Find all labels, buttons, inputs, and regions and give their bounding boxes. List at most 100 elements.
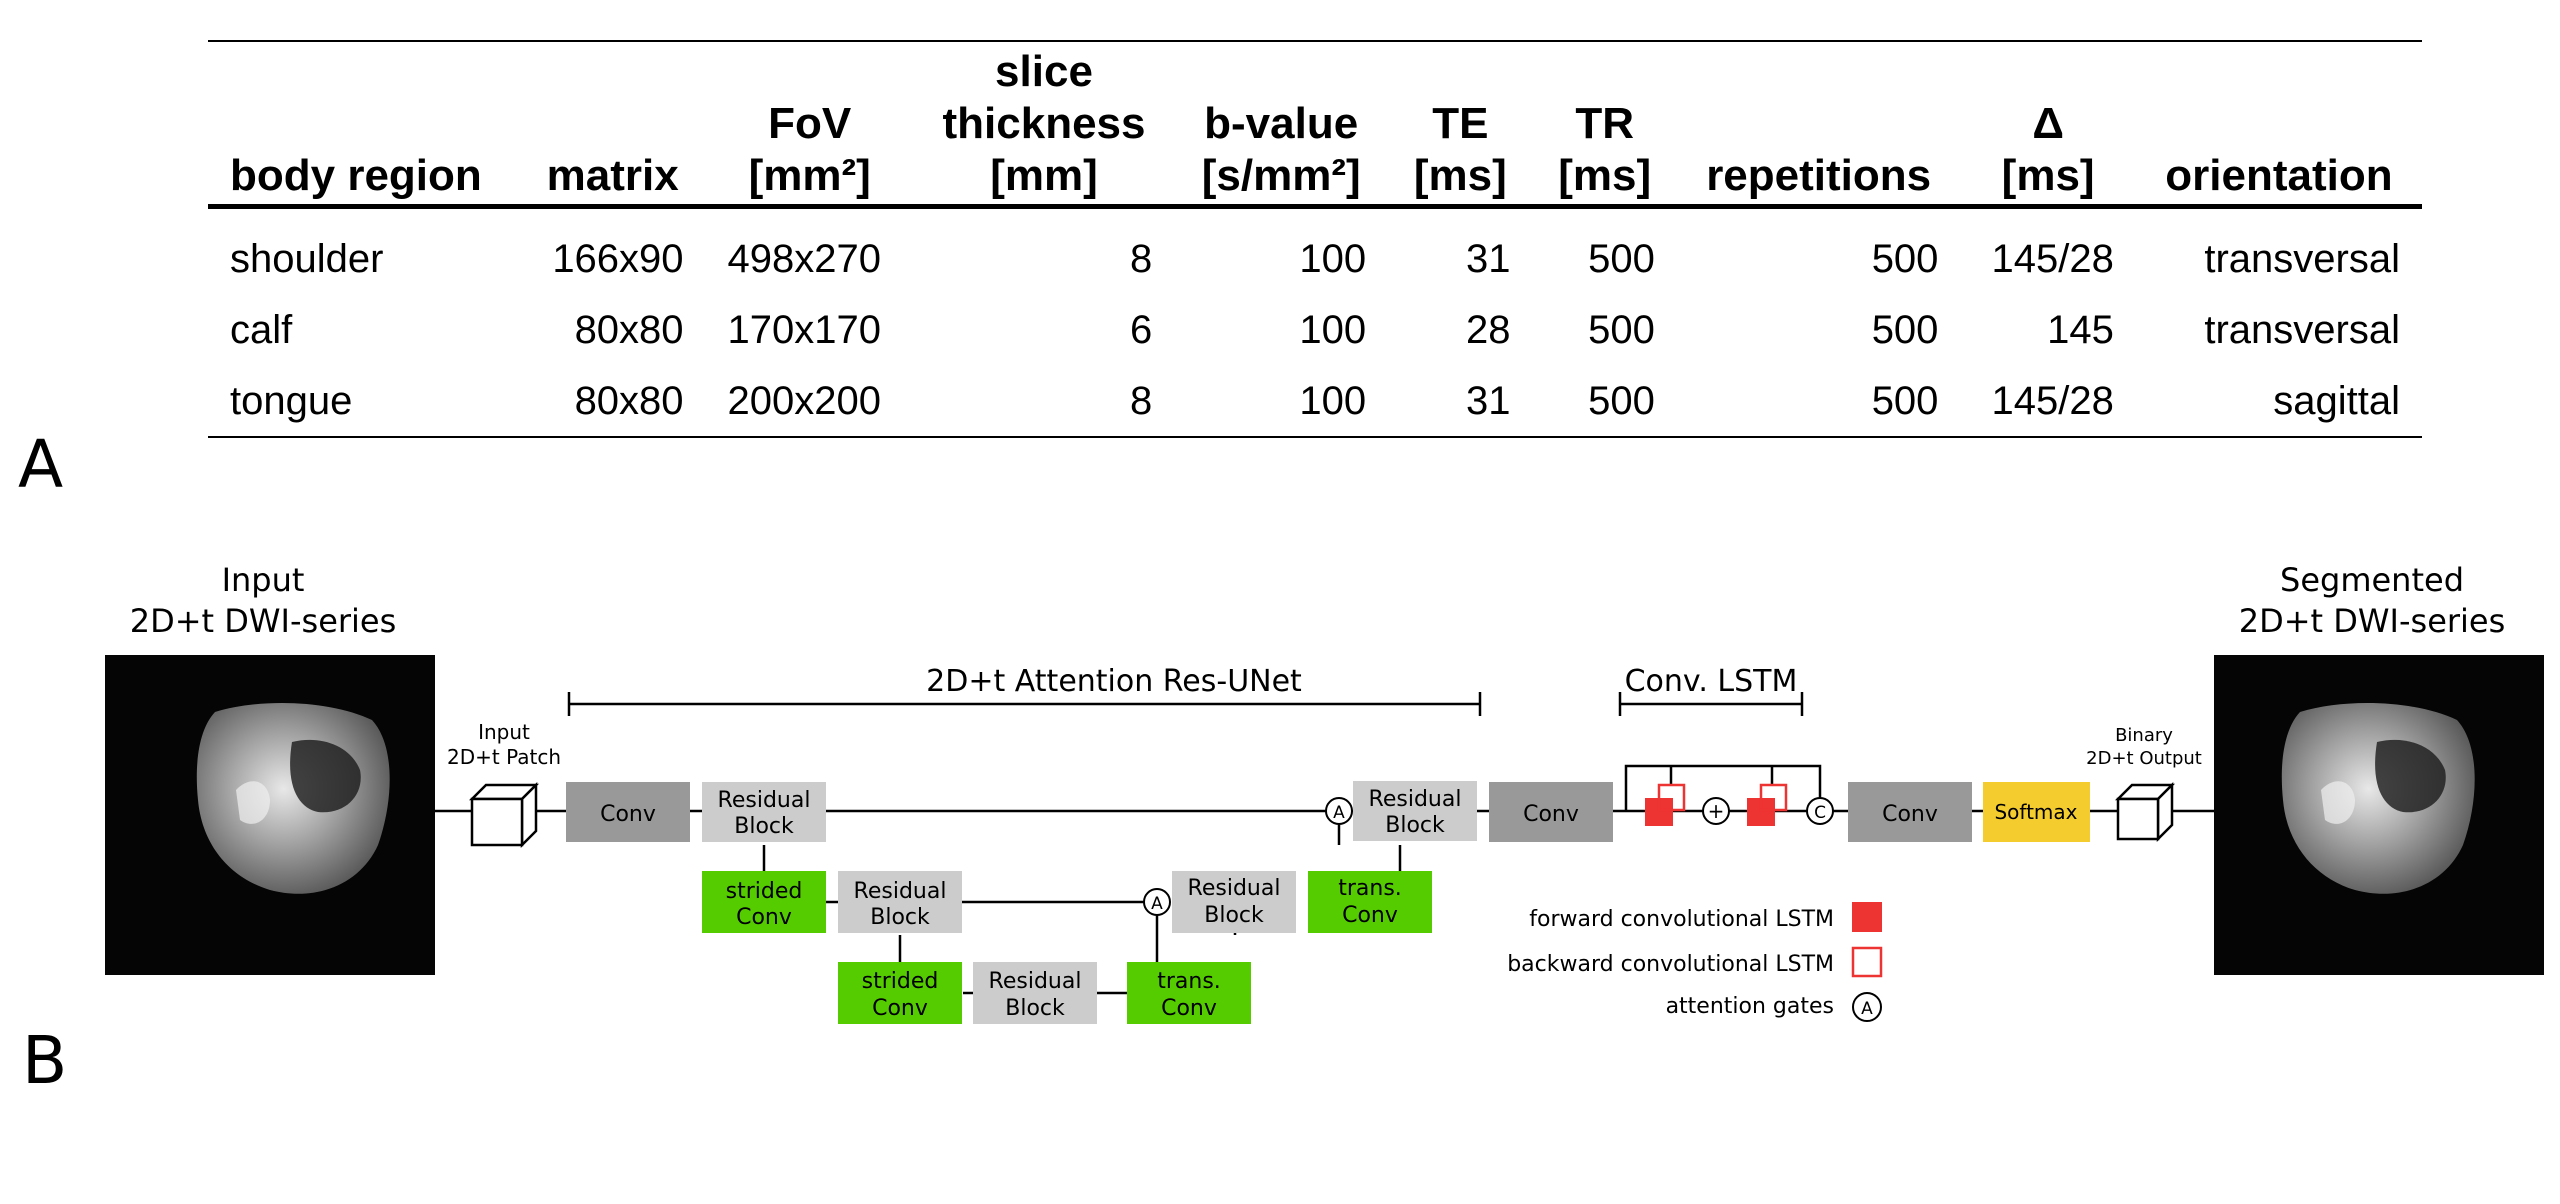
strided-conv-label-line1: strided [862, 969, 939, 994]
legend-attention-icon [1852, 992, 1882, 1022]
cell-matrix: 80x80 [519, 365, 706, 438]
cell-repetitions: 500 [1871, 307, 1939, 352]
cell-b-value: 100 [1299, 236, 1367, 281]
input-title-line2: 2D+t DWI-series [130, 602, 397, 640]
residual-block-label-line1: Residual [1188, 876, 1281, 901]
residual-block-label-line1: Residual [989, 969, 1082, 994]
attention-gate-symbol: A [1151, 894, 1163, 914]
conv-block [1489, 782, 1613, 842]
residual-block-label-line1: Residual [854, 879, 947, 904]
attention-gate: A [1143, 888, 1171, 916]
backward-lstm-cell [1657, 783, 1686, 812]
table-row: shoulder 166x90 498x270 8 100 31 500 500… [208, 207, 2422, 295]
panel-label-b: B [22, 1022, 68, 1099]
conv-block [566, 782, 690, 842]
conv-block-label: Conv [600, 802, 656, 827]
strided-conv-label-line2: Conv [736, 905, 792, 930]
input-mri-image [105, 655, 435, 975]
header-body-region: body region [208, 40, 520, 209]
legend: forward convolutional LSTM backward conv… [1507, 902, 1883, 1022]
table-header-row: body region matrix FoV [mm²] slice thickne… [208, 40, 2422, 209]
strided-conv-block [838, 962, 962, 1024]
attention-gate: A [1325, 797, 1353, 825]
cell-fov: 200x200 [705, 365, 914, 438]
panel-label-a: A [18, 426, 64, 503]
addition-symbol: + [1708, 799, 1725, 823]
cell-slice-thickness: 6 [1129, 307, 1153, 352]
residual-block [838, 871, 962, 933]
cell-slice-thickness: 8 [913, 365, 1175, 438]
cell-slice-thickness: 8 [1129, 236, 1153, 281]
residual-block [1353, 781, 1477, 841]
cell-matrix: 166x90 [552, 236, 684, 281]
cell-orientation: transversal [2204, 236, 2400, 281]
strided-conv-label-line1: strided [726, 879, 803, 904]
output-title-line2: 2D+t DWI-series [2239, 602, 2506, 640]
legend-forward-label: forward convolutional LSTM [1529, 907, 1834, 932]
cell-orientation: sagittal [2135, 365, 2422, 438]
residual-block-label-line1: Residual [1369, 787, 1462, 812]
header-te: TE [ms] [1388, 40, 1533, 209]
cell-repetitions: 500 [1676, 365, 1961, 438]
legend-backward-label: backward convolutional LSTM [1507, 952, 1834, 977]
input-title-line1: Input [222, 561, 305, 599]
table-row: calf 80x80 170x170 6 100 28 500 500 145 … [208, 294, 2422, 365]
unet-bracket [567, 692, 1482, 716]
residual-block-label-line2: Block [1204, 903, 1264, 928]
input-patch-label-line2: 2D+t Patch [447, 745, 561, 769]
legend-attention-symbol: A [1861, 999, 1873, 1019]
lstm-label: Conv. LSTM [1625, 664, 1798, 699]
cell-fov: 170x170 [727, 307, 882, 352]
cell-delta: 145 [2047, 307, 2114, 352]
cell-orientation: transversal [2204, 307, 2400, 352]
header-orientation: orientation [2135, 40, 2422, 209]
header-fov: FoV [mm²] [705, 40, 914, 209]
attention-gate-symbol: A [1333, 803, 1345, 823]
cell-b-value: 100 [1299, 307, 1367, 352]
strided-conv-block [702, 871, 826, 933]
residual-block [702, 782, 826, 842]
binary-output-label-line1: Binary [2115, 725, 2173, 746]
cell-tr: 500 [1588, 236, 1655, 281]
trans-conv-label-line1: trans. [1338, 876, 1402, 901]
lstm-bracket [1618, 692, 1804, 716]
table-row: tongue 80x80 200x200 8 100 31 500 500 14… [208, 365, 2422, 438]
residual-block-label-line1: Residual [718, 788, 811, 813]
lstm-connectors [1624, 764, 1822, 811]
cell-repetitions: 500 [1871, 236, 1939, 281]
cell-delta: 145/28 [1991, 236, 2114, 281]
trans-conv-block [1308, 871, 1432, 933]
cell-matrix: 80x80 [574, 307, 684, 352]
conv-block [1848, 782, 1972, 842]
header-delta: Δ [ms] [1960, 40, 2136, 209]
cell-body-region: shoulder [230, 236, 384, 281]
strided-conv-label-line2: Conv [872, 996, 928, 1021]
legend-forward-swatch [1852, 902, 1882, 932]
addition-node: + [1702, 797, 1730, 825]
legend-backward-swatch [1851, 946, 1883, 978]
input-patch-label-line1: Input [478, 720, 530, 744]
residual-block-label-line2: Block [1005, 996, 1065, 1021]
acquisition-parameters-table: body region matrix FoV [mm²] slice thickne… [208, 40, 2422, 438]
header-b-value: b-value [s/mm²] [1174, 40, 1389, 209]
header-repetitions: repetitions [1676, 40, 1961, 209]
header-matrix: matrix [519, 40, 706, 209]
cell-fov: 498x270 [727, 236, 882, 281]
conv-block-label: Conv [1882, 802, 1938, 827]
header-slice-thickness: slice thickness [mm] [913, 40, 1175, 209]
cell-b-value: 100 [1174, 365, 1389, 438]
output-mri-image [2214, 655, 2544, 975]
cell-te: 31 [1388, 365, 1533, 438]
trans-conv-label-line2: Conv [1161, 996, 1217, 1021]
cell-te: 28 [1466, 307, 1511, 352]
residual-block-label-line2: Block [1385, 813, 1445, 838]
residual-block [1172, 871, 1296, 933]
input-patch-cube-icon [468, 781, 540, 849]
softmax-label: Softmax [1994, 800, 2077, 824]
binary-output-label-line2: 2D+t Output [2086, 748, 2202, 769]
cell-tr: 500 [1588, 307, 1655, 352]
legend-attention-label: attention gates [1666, 994, 1834, 1019]
residual-block-label-line2: Block [734, 814, 794, 839]
trans-conv-block [1127, 962, 1251, 1024]
